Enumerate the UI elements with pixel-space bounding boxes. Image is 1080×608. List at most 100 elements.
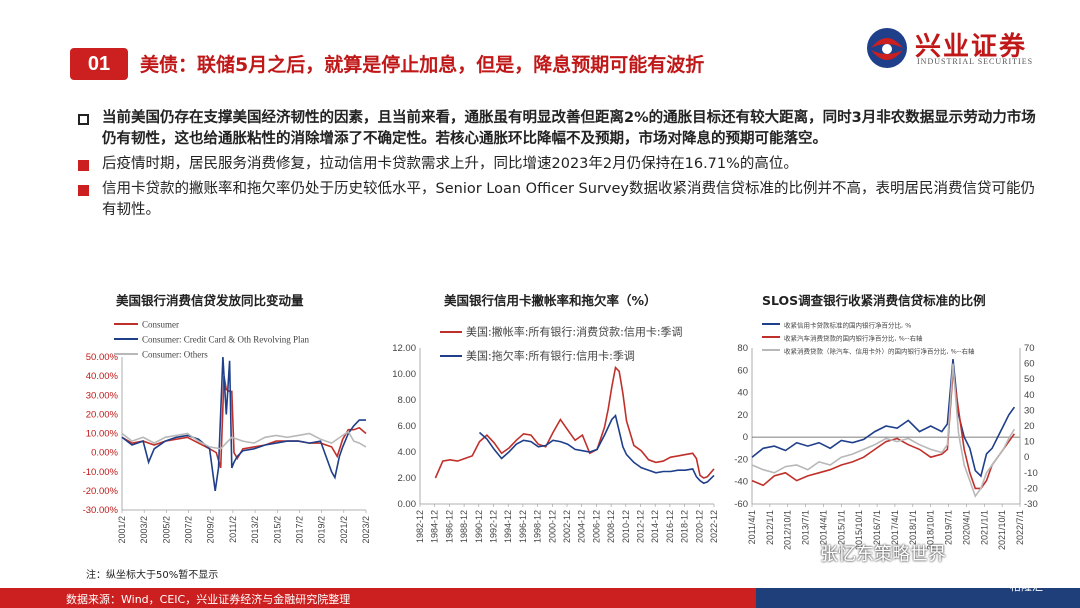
y-tick-label-right: 50 [1024,374,1035,385]
chart2-title: 美国银行信用卡撇帐率和拖欠率（%） [444,293,657,308]
brand-name-cn: 兴业证券 [915,32,1028,62]
y-tick-label: -20 [734,454,748,465]
x-tick-label: 2021/10/1 [997,510,1007,550]
data-source: 数据来源：Wind，CEIC，兴业证券经济与金融研究院整理 [66,593,351,606]
brand-logo-icon [867,28,907,68]
footer-bar [0,588,1080,608]
x-tick-label: 2022-12 [709,510,719,543]
x-tick-label: 2008-12 [606,510,616,543]
y-tick-label: 10.00 [392,369,416,380]
y-tick-label-right: 10 [1024,437,1035,448]
y-tick-label-right: -30 [1024,499,1038,510]
y-tick-label-right: -20 [1024,483,1038,494]
y-tick-label-right: -10 [1024,468,1038,479]
x-tick-label: 1986-12 [444,510,454,543]
x-tick-label: 2002-12 [562,510,572,543]
y-tick-label: 60 [737,365,748,376]
y-tick-label: -40 [734,477,748,488]
x-tick-label: 2019/2 [317,516,327,544]
x-tick-label: 2007/2 [184,516,194,544]
y-tick-label: -30.00% [83,505,119,516]
legend-label: 美国:拖欠率:所有银行:信用卡:季调 [466,349,635,363]
y-tick-label: 0.00% [91,448,118,459]
bullet-list: 当前美国仍存在支撑美国经济韧性的因素，且当前来看，通胀虽有明显改善但距离2%的通… [78,108,1038,225]
section-number-badge: 01 [70,48,128,80]
x-tick-label: 2000-12 [547,510,557,543]
x-tick-label: 1996-12 [518,510,528,543]
y-tick-label: 40.00% [86,371,119,382]
series-line-1 [434,365,715,479]
y-tick-label: 0.00 [398,499,417,510]
series-line-1 [751,359,1016,478]
y-tick-label: 80 [737,343,748,354]
series-line-2 [751,371,1016,490]
bullet-item: 当前美国仍存在支撑美国经济韧性的因素，且当前来看，通胀虽有明显改善但距离2%的通… [78,108,1038,150]
x-tick-label: 1984-12 [430,510,440,543]
x-tick-label: 2004-12 [577,510,587,543]
series-line-3 [751,363,1016,498]
x-tick-label: 1988-12 [459,510,469,543]
legend-label: 收紧信用卡贷款标准的国内银行净百分比, % [784,321,911,330]
x-tick-label: 2015/2 [272,516,282,544]
x-tick-label: 2014-12 [650,510,660,543]
x-tick-label: 2020/4/1 [961,510,971,545]
bullet-text: 当前美国仍存在支撑美国经济韧性的因素，且当前来看，通胀虽有明显改善但距离2%的通… [102,110,1036,147]
x-tick-label: 2021/1/1 [979,510,989,545]
x-tick-label: 2023/2 [361,516,371,544]
brand-logo: 兴业证券 INDUSTRIAL SECURITIES [865,24,1065,74]
y-tick-label-right: 40 [1024,390,1035,401]
series-line-2 [478,413,715,485]
legend-label: 收紧汽车消费贷款的国内银行净百分比, %--右轴 [784,334,923,343]
bullet-text: 后疫情时期，居民服务消费修复，拉动信用卡贷款需求上升，同比增速2023年2月仍保… [102,156,798,172]
x-tick-label: 1982-12 [415,510,425,543]
x-tick-label: 1992-12 [489,510,499,543]
x-tick-label: 2015/10/1 [854,510,864,550]
y-tick-label-right: 0 [1024,452,1029,463]
brand-name-en: INDUSTRIAL SECURITIES [917,57,1034,66]
y-tick-label: 20.00% [86,409,119,420]
y-tick-label: 30.00% [86,390,119,401]
x-tick-label: 2001/2 [117,516,127,544]
x-tick-label: 2020-12 [694,510,704,543]
x-tick-label: 2012/1/1 [765,510,775,545]
x-tick-label: 2012/10/1 [783,510,793,550]
x-tick-label: 2010-12 [621,510,631,543]
legend-label: 美国:撇帐率:所有银行:消费贷款:信用卡:季调 [466,325,683,339]
legend-label: Consumer [142,320,179,330]
series-line-3 [121,430,367,450]
x-tick-label: 2005/2 [161,516,171,544]
x-tick-label: 1994-12 [503,510,513,543]
y-tick-label: 6.00 [398,421,417,432]
bullet-item: 后疫情时期，居民服务消费修复，拉动信用卡贷款需求上升，同比增速2023年2月仍保… [78,154,1038,175]
x-tick-label: 2012-12 [636,510,646,543]
chart-consumer-credit-yoy: 50.00% 40.00% 30.00% 20.00% 10.00% 0.00% -10.0… [83,320,371,544]
x-tick-label: 2011/4/1 [747,510,757,544]
y-tick-label: 4.00 [398,447,417,458]
y-tick-label: 40 [737,388,748,399]
y-tick-label: -60 [734,499,748,510]
bullet-item: 信用卡贷款的撇账率和拖欠率仍处于历史较低水平，Senior Loan Offic… [78,179,1038,221]
x-tick-label: 2019/7/1 [944,510,954,545]
x-tick-label: 2006-12 [591,510,601,543]
y-tick-label: 8.00 [398,395,417,406]
legend-label: Consumer: Credit Card & Oth Revolving Pl… [142,335,309,345]
x-tick-label: 2014/4/1 [818,510,828,545]
y-tick-label: -20.00% [83,486,119,497]
x-tick-label: 2015/1/1 [836,510,846,545]
y-tick-label: 0 [743,432,748,443]
chart1-title: 美国银行消费信贷发放同比变动量 [116,293,304,308]
footer: 数据来源：Wind，CEIC，兴业证券经济与金融研究院整理 [0,588,1080,608]
y-tick-label: 50.00% [86,352,119,363]
y-tick-label: 12.00 [392,343,416,354]
series-line-1 [121,375,367,469]
x-tick-label: 2021/2 [339,516,349,544]
watermark-secondary: 格隆汇 [1010,580,1043,593]
bullet-text: 信用卡贷款的撇账率和拖欠率仍处于历史较低水平，Senior Loan Offic… [102,181,1035,218]
x-tick-label: 2011/2 [228,516,238,543]
chart3-title: SLOS调查银行收紧消费信贷标准的比例 [762,293,986,308]
x-tick-label: 2013/7/1 [801,510,811,545]
x-tick-label: 1990-12 [474,510,484,543]
x-tick-label: 2013/2 [250,516,260,544]
hollow-square-icon [78,114,89,125]
